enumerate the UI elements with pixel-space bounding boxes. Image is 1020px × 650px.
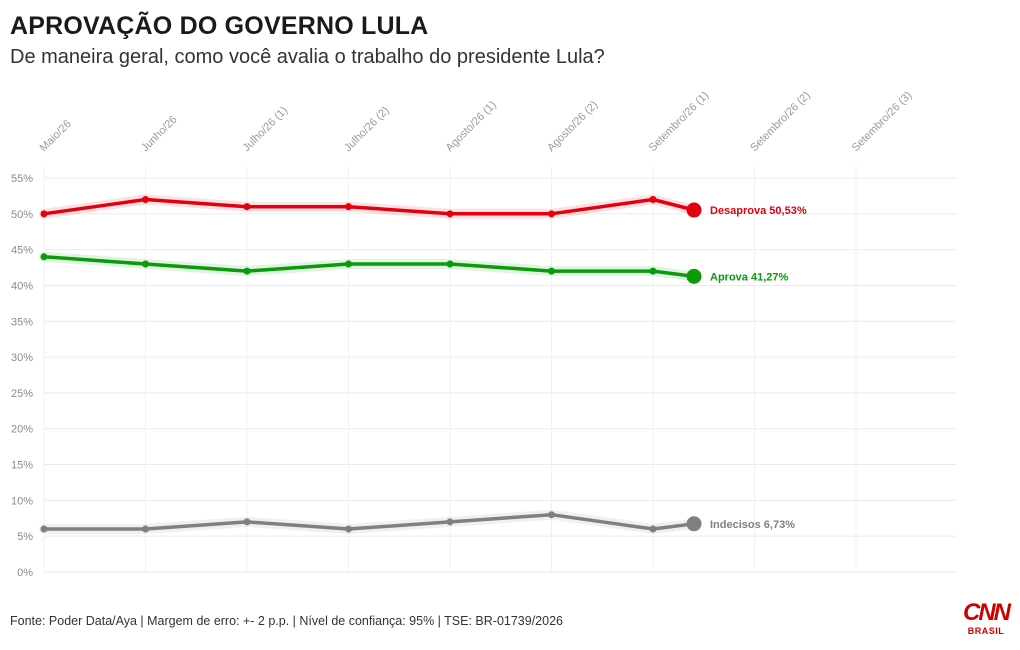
data-point-desaprova [446, 210, 454, 218]
y-tick-label: 20% [11, 424, 33, 436]
data-point-indecisos [345, 525, 352, 533]
series-halo-aprova [39, 251, 699, 282]
y-tick-label: 55% [11, 173, 33, 185]
data-point-aprova [649, 267, 657, 275]
data-point-aprova [40, 253, 48, 261]
y-tick-label: 50% [11, 209, 33, 221]
data-point-desaprova [649, 195, 657, 203]
x-tick-label: Setembro/26 (2) [748, 89, 813, 154]
data-point-aprova [446, 260, 454, 268]
logo-sub-text: BRASIL [967, 626, 1005, 636]
y-tick-label: 40% [11, 280, 33, 292]
chart-title: APROVAÇÃO DO GOVERNO LULA [10, 12, 429, 40]
data-point-aprova [142, 260, 149, 268]
y-tick-label: 25% [11, 388, 33, 400]
y-tick-label: 45% [11, 245, 33, 257]
y-tick-label: 10% [11, 495, 33, 507]
data-point-desaprova [548, 210, 555, 218]
data-point-indecisos [446, 518, 454, 526]
x-tick-label: Maio/26 [38, 118, 74, 154]
data-point-desaprova [345, 203, 352, 211]
x-tick-label: Julho/26 (2) [342, 105, 392, 155]
x-tick-label: Julho/26 (1) [241, 105, 291, 155]
series-line-indecisos [42, 512, 696, 531]
data-point-indecisos [243, 518, 251, 526]
cnn-brasil-logo: CNN BRASIL [960, 600, 1012, 640]
data-point-aprova [345, 260, 352, 268]
y-tick-label: 0% [17, 567, 33, 579]
data-point-desaprova [142, 195, 149, 203]
end-label-desaprova: Desaprova 50,53% [710, 205, 807, 217]
x-tick-label: Junho/26 [139, 114, 179, 154]
end-marker-desaprova [686, 202, 702, 218]
end-marker-aprova [686, 268, 702, 284]
source-footer: Fonte: Poder Data/Aya | Margem de erro: … [10, 614, 563, 628]
data-point-indecisos [40, 525, 48, 533]
x-tick-label: Agosto/26 (1) [444, 99, 499, 154]
y-tick-label: 30% [11, 352, 33, 364]
y-tick-label: 35% [11, 316, 33, 328]
x-tick-label: Setembro/26 (1) [647, 89, 712, 154]
data-point-indecisos [649, 525, 657, 533]
y-tick-label: 5% [17, 531, 33, 543]
data-point-desaprova [243, 203, 251, 211]
data-point-desaprova [40, 210, 48, 218]
data-point-indecisos [142, 525, 149, 533]
end-label-aprova: Aprova 41,27% [710, 271, 788, 283]
logo-main-text: CNN [963, 599, 1011, 626]
chart-subtitle: De maneira geral, como você avalia o tra… [10, 46, 605, 68]
x-tick-label: Setembro/26 (3) [850, 89, 915, 154]
y-tick-label: 15% [11, 460, 33, 472]
end-marker-indecisos [686, 516, 702, 532]
data-point-aprova [243, 267, 251, 275]
series-line-desaprova [42, 197, 696, 216]
series-line-aprova [42, 255, 696, 279]
x-tick-label: Agosto/26 (2) [545, 99, 600, 154]
end-label-indecisos: Indecisos 6,73% [710, 519, 795, 531]
data-point-indecisos [548, 511, 555, 519]
data-point-aprova [548, 267, 555, 275]
